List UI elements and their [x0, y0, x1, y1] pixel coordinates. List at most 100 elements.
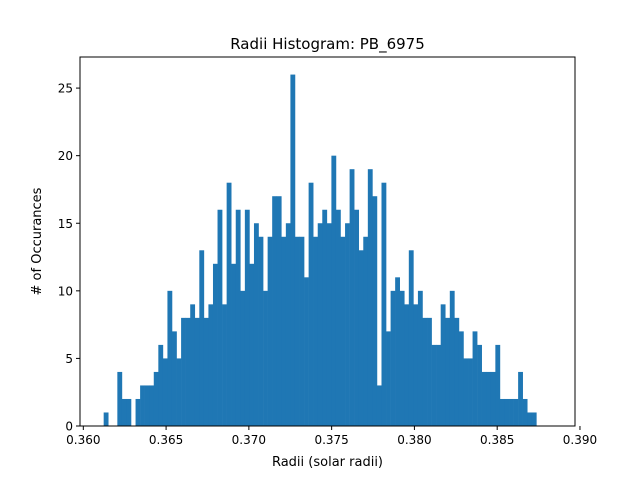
histogram-bar [235, 209, 241, 426]
histogram-bar [276, 196, 282, 426]
histogram-bar [313, 236, 319, 426]
histogram-bar [509, 398, 514, 426]
plot-frame [79, 56, 576, 427]
y-tick-label: 5 [65, 352, 73, 366]
histogram-bar [468, 358, 473, 426]
histogram-bar [171, 331, 177, 426]
histogram-bar [486, 371, 492, 426]
histogram-bar [458, 331, 464, 426]
histogram-bar [531, 412, 537, 426]
histogram-bar [317, 223, 323, 426]
histogram-bar [308, 182, 314, 426]
histogram-bar [472, 331, 478, 426]
histogram-bar [258, 236, 264, 426]
histogram-bar [481, 371, 487, 426]
histogram-bar [158, 344, 164, 426]
histogram-bar [386, 331, 391, 426]
histogram-bar [345, 223, 350, 426]
y-tick-label: 20 [58, 149, 73, 163]
histogram-bar [135, 398, 141, 426]
histogram-bar [103, 412, 109, 426]
y-axis-ticks: 0 5 10 15 20 25 [58, 82, 80, 434]
histogram-bar [404, 304, 410, 426]
x-tick-label: 0.360 [66, 433, 100, 447]
histogram-bar [417, 290, 423, 426]
histogram-bar [212, 263, 218, 426]
x-axis-ticks: 0.360 0.365 0.370 0.375 0.380 0.385 0.390 [66, 426, 597, 447]
histogram-bar [395, 277, 400, 426]
histogram-bar [244, 209, 250, 426]
histogram-bar [304, 277, 309, 426]
histogram-bar [363, 236, 369, 426]
histogram-bar [149, 385, 155, 426]
histogram-bar [440, 304, 446, 426]
histogram-bar [226, 182, 232, 426]
histogram-bar [449, 290, 455, 426]
histogram-bar [249, 263, 255, 426]
histogram-bar [285, 223, 291, 426]
histogram-bar [167, 290, 173, 426]
histogram-bar [117, 371, 123, 426]
histogram-bar [267, 236, 273, 426]
histogram-bar [326, 223, 332, 426]
histogram-bar [322, 209, 328, 426]
histogram-bar [390, 290, 396, 426]
histogram-bar [358, 250, 364, 426]
histogram-bar [231, 263, 237, 426]
x-tick-label: 0.385 [480, 433, 514, 447]
histogram-bar [217, 209, 223, 426]
histogram-bar [121, 398, 127, 426]
y-tick-label: 15 [58, 217, 73, 231]
histogram-bar [349, 169, 355, 426]
histogram-bar [199, 250, 205, 426]
x-tick-label: 0.365 [149, 433, 183, 447]
histogram-bar [144, 385, 150, 426]
histogram-bar [240, 290, 246, 426]
histogram-bar [454, 317, 460, 426]
histogram-bar [126, 398, 132, 426]
histogram-bar [513, 398, 519, 426]
histogram-bars [103, 74, 537, 427]
histogram-bar [422, 317, 428, 426]
histogram-bar [253, 223, 259, 426]
y-tick-label: 0 [65, 420, 73, 434]
x-tick-label: 0.375 [314, 433, 348, 447]
x-axis-label: Radii (solar radii) [272, 455, 383, 470]
histogram-bar [281, 236, 287, 426]
histogram-bar [436, 344, 441, 426]
x-tick-label: 0.370 [232, 433, 266, 447]
histogram-bar [372, 196, 378, 426]
histogram-bar [490, 371, 496, 426]
histogram-bar [190, 304, 196, 426]
y-axis-label: # of Occurances [30, 187, 45, 295]
histogram-bar [381, 182, 387, 426]
y-tick-label: 10 [58, 284, 73, 298]
x-tick-label: 0.380 [397, 433, 431, 447]
x-tick-label: 0.390 [563, 433, 597, 447]
histogram-bar [367, 169, 373, 426]
histogram-bar [222, 304, 227, 426]
histogram-bar [203, 317, 209, 426]
histogram-bar [208, 304, 214, 426]
histogram-bar [499, 398, 505, 426]
histogram-bar [522, 398, 528, 426]
histogram-bar [408, 250, 414, 426]
histogram-bar [153, 371, 159, 426]
histogram-bar [272, 196, 278, 426]
chart-title: Radii Histogram: PB_6975 [230, 35, 425, 54]
histogram-bar [518, 371, 523, 426]
histogram-bar [181, 317, 186, 426]
histogram-bar [376, 385, 382, 426]
histogram-bar [504, 398, 510, 426]
histogram-bar [290, 74, 296, 426]
histogram-bar [354, 209, 360, 426]
histogram-bar [140, 385, 145, 426]
histogram-bar [413, 304, 419, 426]
histogram-bar [445, 317, 451, 426]
y-tick-label: 25 [58, 82, 73, 96]
histogram-bar [335, 209, 341, 426]
histogram-bar [176, 358, 182, 426]
histogram-bar [427, 317, 432, 426]
